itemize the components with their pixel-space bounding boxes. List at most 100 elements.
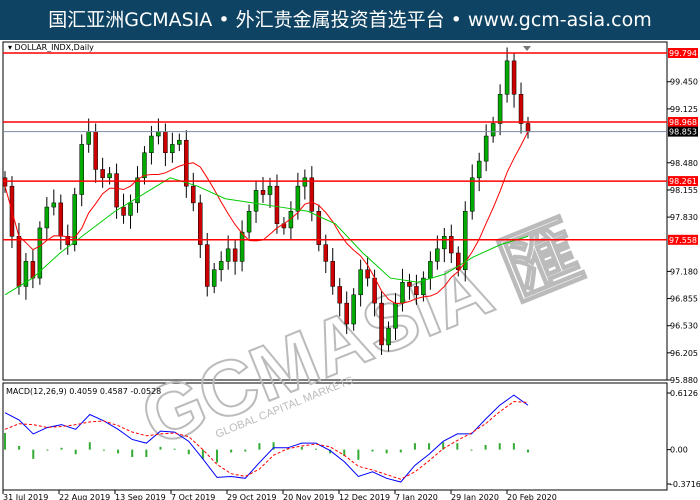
candle xyxy=(483,135,489,162)
x-tick-label: 12 Dec 2019 xyxy=(339,493,390,500)
candle xyxy=(121,206,126,216)
macd-histogram-bar xyxy=(300,446,303,450)
candle xyxy=(309,177,315,212)
candle xyxy=(156,131,161,137)
ma-slow-line xyxy=(4,177,529,296)
candle xyxy=(365,269,370,279)
candle xyxy=(476,160,482,179)
chart-title: ▾ DOLLAR_INDX,Daily xyxy=(8,43,94,52)
macd-histogram-bar xyxy=(314,448,317,450)
candle xyxy=(435,248,440,262)
candle xyxy=(100,169,105,179)
candle xyxy=(204,244,210,287)
candle xyxy=(44,206,50,229)
x-tick-label: 20 Nov 2019 xyxy=(283,493,334,500)
price-panel xyxy=(2,41,668,381)
candle xyxy=(253,190,259,212)
x-tick-label: 13 Sep 2019 xyxy=(115,493,166,500)
macd-histogram-bar xyxy=(201,449,204,459)
x-tick-label: 7 Oct 2019 xyxy=(171,493,215,500)
macd-histogram-bar xyxy=(413,443,416,450)
y-tick-label: 98.480 xyxy=(670,159,698,168)
macd-histogram-bar xyxy=(442,442,445,450)
macd-histogram-bar xyxy=(32,449,35,459)
macd-panel xyxy=(2,382,668,491)
candle xyxy=(358,269,363,296)
macd-histogram-bar xyxy=(512,443,515,450)
macd-histogram-bar xyxy=(470,449,473,451)
candle xyxy=(191,185,196,204)
y-tick-label: 98.155 xyxy=(670,186,698,195)
candle xyxy=(351,294,356,325)
macd-histogram-bar xyxy=(428,443,431,450)
macd-histogram-bar xyxy=(258,443,261,450)
candle xyxy=(400,282,405,304)
y-tick-label: 96.205 xyxy=(670,349,698,358)
candle xyxy=(421,277,426,296)
macd-signal-line xyxy=(4,401,529,480)
candle xyxy=(86,131,91,145)
candle xyxy=(79,144,84,195)
candle xyxy=(114,173,119,208)
macd-histogram-bar xyxy=(88,442,91,450)
shift-marker-icon xyxy=(523,46,531,51)
candle xyxy=(330,261,335,287)
level-price-label: 97.558 xyxy=(669,236,697,245)
x-tick-label: 7 Jan 2020 xyxy=(395,493,438,500)
macd-histogram-bar xyxy=(102,449,105,451)
x-tick-label: 31 Jul 2019 xyxy=(3,493,48,500)
candle xyxy=(386,327,391,346)
candle xyxy=(163,131,168,154)
current-price-tag xyxy=(668,126,698,137)
candle xyxy=(37,227,43,279)
macd-tick-label: 0.6126 xyxy=(670,389,698,398)
candle xyxy=(239,231,245,262)
candle xyxy=(323,244,329,262)
macd-histogram-bar xyxy=(399,449,402,453)
macd-histogram-bar xyxy=(60,447,63,450)
macd-histogram-bar xyxy=(456,443,459,450)
candle xyxy=(170,144,175,154)
candle xyxy=(267,185,273,195)
candle xyxy=(379,302,384,346)
candle xyxy=(128,202,133,216)
level-price-label: 99.794 xyxy=(669,49,697,58)
level-price-tag xyxy=(668,176,698,187)
y-tick-label: 99.125 xyxy=(670,105,698,114)
x-tick-label: 29 Jan 2020 xyxy=(451,493,499,500)
macd-histogram-bar xyxy=(173,448,176,450)
level-price-tag xyxy=(668,48,698,58)
candle xyxy=(246,210,252,233)
x-tick-label: 29 Oct 2019 xyxy=(227,493,276,500)
y-tick-label: 97.830 xyxy=(670,213,698,222)
candle xyxy=(72,194,77,245)
candle xyxy=(490,123,496,137)
candle xyxy=(393,302,398,329)
candle xyxy=(184,139,189,187)
macd-histogram-bar xyxy=(244,449,247,452)
macd-histogram-bar xyxy=(187,449,190,455)
candle xyxy=(16,236,22,287)
y-tick-label: 97.180 xyxy=(670,267,698,276)
macd-histogram-bar xyxy=(371,449,374,452)
macd-histogram-bar xyxy=(4,432,6,450)
candle xyxy=(497,94,503,124)
candle xyxy=(449,236,454,254)
macd-tick-label: -0.3716 xyxy=(670,480,700,489)
candle xyxy=(225,248,231,262)
candle xyxy=(511,60,517,95)
level-price-label: 98.261 xyxy=(669,177,697,186)
y-tick-label: 99.450 xyxy=(670,78,698,87)
macd-histogram-bar xyxy=(230,449,233,453)
macd-histogram-bar xyxy=(74,449,77,455)
candle xyxy=(274,185,280,225)
candle xyxy=(149,135,154,154)
candle xyxy=(302,177,308,187)
macd-histogram-bar xyxy=(343,449,346,457)
candle xyxy=(142,152,147,179)
candle xyxy=(456,252,461,270)
macd-histogram-bar xyxy=(159,446,162,450)
candle xyxy=(211,269,217,287)
candle xyxy=(337,286,342,304)
